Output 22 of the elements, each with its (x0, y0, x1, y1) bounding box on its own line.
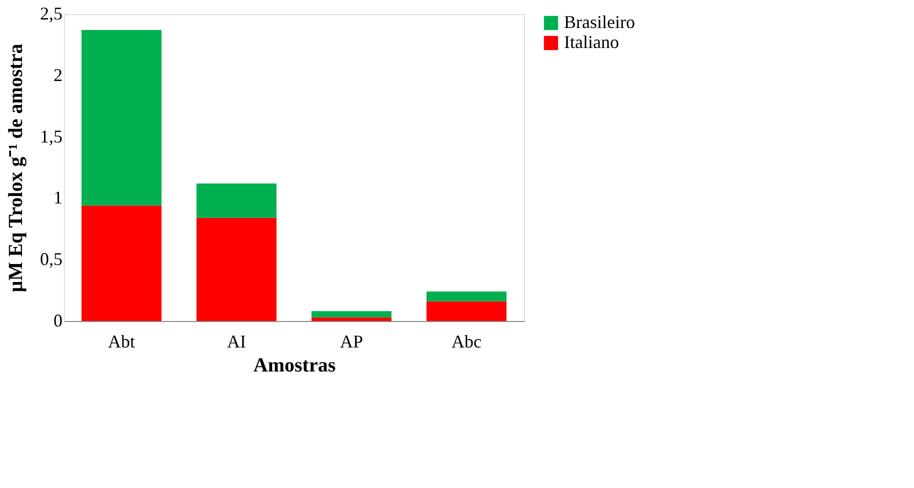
bar (312, 317, 392, 321)
y-tick-label: 2,5 (40, 4, 62, 24)
bar (82, 206, 162, 321)
x-tick-label: AP (340, 332, 364, 352)
x-axis-title: Amostras (253, 354, 336, 376)
y-axis-title: µM Eq Trolox g⁻¹ de amostra (5, 44, 27, 292)
y-tick-label: 2 (54, 64, 62, 85)
y-tick-label: 1,5 (40, 126, 62, 146)
bar (196, 183, 276, 218)
bar (312, 311, 392, 318)
bar (426, 301, 506, 321)
bar (426, 292, 506, 302)
x-tick-label: Abt (108, 332, 135, 352)
legend-label: Brasileiro (564, 12, 635, 32)
x-tick-label: Abc (452, 332, 482, 352)
bar (82, 30, 162, 206)
y-tick-label: 0 (54, 310, 62, 330)
y-tick-label: 0,5 (40, 249, 62, 270)
x-tick-label: AI (227, 332, 246, 352)
y-tick-label: 1 (54, 188, 62, 208)
legend-label: Italiano (564, 32, 619, 52)
bar (196, 218, 276, 321)
